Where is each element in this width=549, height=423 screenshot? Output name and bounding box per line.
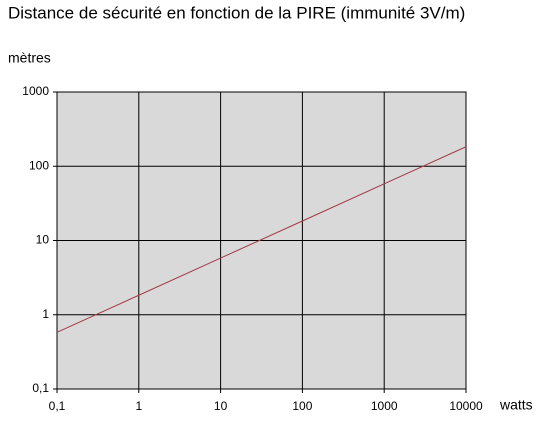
chart-title: Distance de sécurité en fonction de la P… <box>8 3 465 22</box>
x-tick-label: 1 <box>135 399 142 413</box>
y-tick-label: 10 <box>36 233 50 247</box>
x-tick-label: 0,1 <box>49 399 66 413</box>
y-tick-label: 0,1 <box>32 381 49 395</box>
x-tick-label: 1000 <box>371 399 398 413</box>
x-tick-label: 10000 <box>449 399 483 413</box>
y-axis-label: mètres <box>8 50 51 66</box>
data-line <box>56 146 467 333</box>
x-tick-label: 10 <box>214 399 228 413</box>
y-tick-label: 1000 <box>22 84 49 98</box>
x-tick-label: 100 <box>292 399 312 413</box>
x-axis-label: watts <box>499 397 533 413</box>
y-tick-label: 1 <box>42 307 49 321</box>
y-tick-label: 100 <box>29 158 49 172</box>
plot-frame <box>56 91 467 390</box>
